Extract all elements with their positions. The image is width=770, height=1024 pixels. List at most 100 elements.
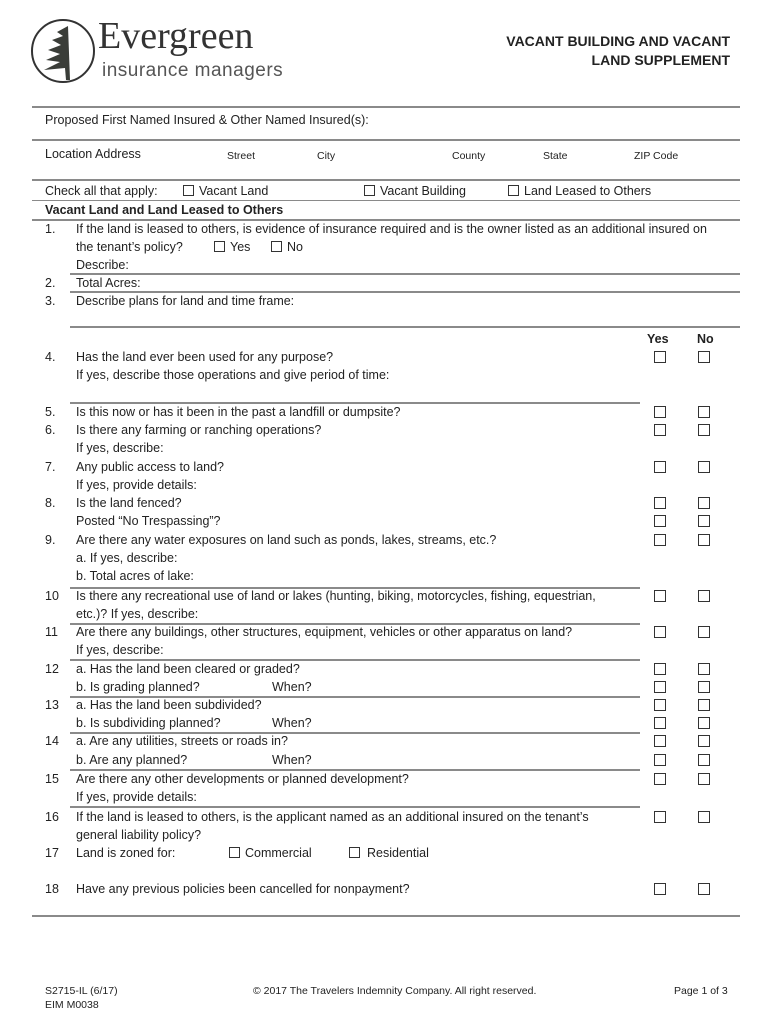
question-number: 18 (45, 882, 59, 896)
no-checkbox[interactable] (698, 735, 710, 747)
yes-checkbox[interactable] (654, 681, 666, 693)
yes-checkbox[interactable] (654, 663, 666, 675)
divider (32, 219, 740, 221)
evergreen-tree-logo-icon (31, 19, 95, 83)
yes-checkbox[interactable] (654, 699, 666, 711)
yes-checkbox[interactable] (654, 424, 666, 436)
yes-checkbox[interactable] (654, 811, 666, 823)
no-column-header: No (697, 332, 714, 346)
vacant-land-label: Vacant Land (199, 184, 269, 198)
question-text: Is there any recreational use of land or… (76, 589, 596, 603)
question-number: 10 (45, 589, 59, 603)
divider (32, 139, 740, 141)
yes-checkbox[interactable] (654, 461, 666, 473)
question-text: b. Is subdividing planned? (76, 716, 221, 730)
when-field[interactable]: When? (272, 716, 312, 730)
question-number: 16 (45, 810, 59, 824)
question-text: Total Acres: (76, 276, 141, 290)
question-text: Has the land ever been used for any purp… (76, 350, 334, 364)
divider (70, 326, 740, 328)
zoned-commercial-checkbox[interactable] (229, 847, 240, 858)
named-insured-field[interactable]: Proposed First Named Insured & Other Nam… (45, 113, 369, 127)
question-text: Is this now or has it been in the past a… (76, 405, 401, 419)
no-checkbox[interactable] (698, 811, 710, 823)
no-checkbox[interactable] (698, 351, 710, 363)
no-checkbox[interactable] (698, 663, 710, 675)
when-field[interactable]: When? (272, 753, 312, 767)
question-number: 15 (45, 772, 59, 786)
question-number: 14 (45, 734, 59, 748)
yes-checkbox[interactable] (654, 534, 666, 546)
form-number: S2715-IL (6/17) (45, 985, 118, 997)
question-number: 5. (45, 405, 56, 419)
yes-checkbox[interactable] (654, 515, 666, 527)
question-text: b. Are any planned? (76, 753, 188, 767)
yes-checkbox[interactable] (654, 773, 666, 785)
no-checkbox[interactable] (698, 681, 710, 693)
question-text: Any public access to land? (76, 460, 225, 474)
no-checkbox[interactable] (698, 883, 710, 895)
no-checkbox[interactable] (698, 590, 710, 602)
no-checkbox[interactable] (698, 515, 710, 527)
state-field[interactable]: State (543, 150, 568, 162)
zip-field[interactable]: ZIP Code (634, 150, 679, 162)
street-field[interactable]: Street (227, 150, 256, 162)
no-checkbox[interactable] (698, 699, 710, 711)
no-checkbox[interactable] (698, 773, 710, 785)
divider (70, 291, 740, 293)
city-field[interactable]: City (317, 150, 336, 162)
location-address-label: Location Address (45, 147, 141, 161)
question-number: 3. (45, 294, 56, 308)
vacant-building-checkbox[interactable] (364, 185, 375, 196)
divider (70, 806, 640, 808)
question-text: Posted “No Trespassing”? (76, 514, 221, 528)
county-field[interactable]: County (452, 150, 486, 162)
no-checkbox[interactable] (698, 461, 710, 473)
divider (70, 696, 640, 698)
logo: Evergreen insurance managers (30, 15, 290, 84)
no-checkbox[interactable] (698, 424, 710, 436)
divider (32, 915, 740, 917)
no-checkbox[interactable] (698, 497, 710, 509)
yes-checkbox[interactable] (654, 351, 666, 363)
question-text: If yes, provide details: (76, 478, 197, 492)
yes-column-header: Yes (647, 332, 669, 346)
question-text: b. Is grading planned? (76, 680, 200, 694)
question-text: Describe: (76, 258, 129, 272)
no-checkbox[interactable] (698, 626, 710, 638)
policy-no-label: No (287, 240, 303, 254)
copyright: © 2017 The Travelers Indemnity Company. … (253, 985, 537, 997)
no-checkbox[interactable] (698, 406, 710, 418)
question-text: If yes, describe: (76, 643, 164, 657)
question-text: Have any previous policies been cancelle… (76, 882, 410, 896)
no-checkbox[interactable] (698, 717, 710, 729)
question-text: Is there any farming or ranching operati… (76, 423, 322, 437)
yes-checkbox[interactable] (654, 406, 666, 418)
yes-checkbox[interactable] (654, 883, 666, 895)
yes-checkbox[interactable] (654, 590, 666, 602)
question-number: 1. (45, 222, 56, 236)
divider (70, 402, 640, 404)
question-text: a. Are any utilities, streets or roads i… (76, 734, 288, 748)
policy-yes-label: Yes (230, 240, 251, 254)
when-field[interactable]: When? (272, 680, 312, 694)
no-checkbox[interactable] (698, 754, 710, 766)
eim-number: EIM M0038 (45, 999, 99, 1011)
policy-no-checkbox[interactable] (271, 241, 282, 252)
yes-checkbox[interactable] (654, 717, 666, 729)
question-text: general liability policy? (76, 828, 202, 842)
yes-checkbox[interactable] (654, 626, 666, 638)
question-number: 11 (45, 625, 58, 639)
question-number: 7. (45, 460, 56, 474)
vacant-land-checkbox[interactable] (183, 185, 194, 196)
divider (70, 732, 640, 734)
yes-checkbox[interactable] (654, 497, 666, 509)
yes-checkbox[interactable] (654, 735, 666, 747)
policy-yes-checkbox[interactable] (214, 241, 225, 252)
zoned-residential-checkbox[interactable] (349, 847, 360, 858)
question-text: Is the land fenced? (76, 496, 182, 510)
divider (70, 587, 640, 589)
no-checkbox[interactable] (698, 534, 710, 546)
yes-checkbox[interactable] (654, 754, 666, 766)
land-leased-checkbox[interactable] (508, 185, 519, 196)
